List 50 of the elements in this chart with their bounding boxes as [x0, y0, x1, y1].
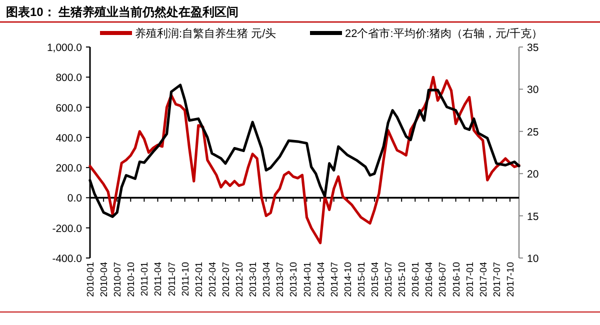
x-tick-label: 2015-10: [397, 262, 408, 297]
y2-tick-label: 25: [527, 126, 539, 138]
x-tick-label: 2010-10: [126, 262, 138, 297]
x-tick-label: 2012-01: [194, 262, 205, 297]
y2-tick-label: 30: [527, 84, 539, 96]
x-tick-label: 2016-01: [410, 262, 422, 297]
y2-tick-label: 35: [527, 42, 539, 54]
y-tick-label: 0.0: [67, 192, 82, 205]
x-tick-label: 2013-01: [248, 262, 260, 297]
x-tick-label: 2017-07: [492, 262, 503, 297]
x-tick-label: 2012-10: [234, 262, 246, 297]
line-series: [88, 76, 520, 244]
legend-label: 22个省市:平均价:猪肉（右轴，元/千克）: [345, 27, 542, 40]
y2-tick-label: 10: [527, 253, 539, 265]
x-tick-label: 2014-04: [316, 262, 327, 297]
legend-label: 养殖利润:自繁自养生猪 元/头: [135, 27, 276, 40]
x-tick-label: 2014-10: [342, 262, 354, 297]
x-tick-label: 2010-01: [86, 262, 96, 297]
y2-tick-label: 20: [527, 168, 539, 181]
x-tick-label: 2013-04: [262, 262, 273, 297]
x-tick-label: 2015-04: [370, 262, 381, 297]
x-tick-label: 2012-04: [207, 262, 218, 297]
x-tick-label: 2013-10: [288, 262, 300, 297]
x-tick-label: 2015-07: [384, 262, 395, 297]
x-tick-label: 2011-04: [153, 262, 164, 296]
y2-tick-label: 15: [527, 210, 539, 223]
x-tick-label: 2016-07: [438, 262, 449, 297]
x-tick-label: 2014-01: [302, 262, 314, 297]
x-tick-label: 2011-10: [180, 262, 192, 296]
y-tick-label: 800.0: [56, 72, 82, 84]
x-tick-label: 2012-07: [220, 262, 232, 297]
chart-title: 图表10： 生猪养殖业当前仍然处在盈利区间: [6, 5, 239, 19]
x-tick-label: 2015-01: [356, 262, 368, 297]
x-tick-label: 2017-04: [478, 262, 490, 297]
y-tick-label: 400.0: [56, 132, 82, 144]
y-tick-label: 200.0: [56, 162, 82, 175]
x-tick-label: 2016-10: [451, 262, 462, 297]
x-tick-label: 2013-07: [275, 262, 286, 297]
x-tick-label: 2010-07: [112, 262, 124, 297]
x-tick-label: 2010-04: [99, 262, 110, 297]
x-tick-label: 2016-04: [424, 262, 436, 297]
y-tick-label: 600.0: [56, 102, 82, 114]
x-tick-label: 2011-01: [140, 262, 151, 296]
x-tick-label: 2017-10: [505, 262, 516, 297]
x-tick-label: 2017-01: [464, 262, 476, 297]
x-tick-label: 2014-07: [329, 262, 340, 297]
y-tick-label: -400.0: [52, 253, 82, 265]
y-tick-label: -200.0: [52, 222, 82, 235]
x-tick-label: 2011-07: [166, 262, 178, 296]
y-tick-label: 1,000.0: [46, 42, 82, 54]
